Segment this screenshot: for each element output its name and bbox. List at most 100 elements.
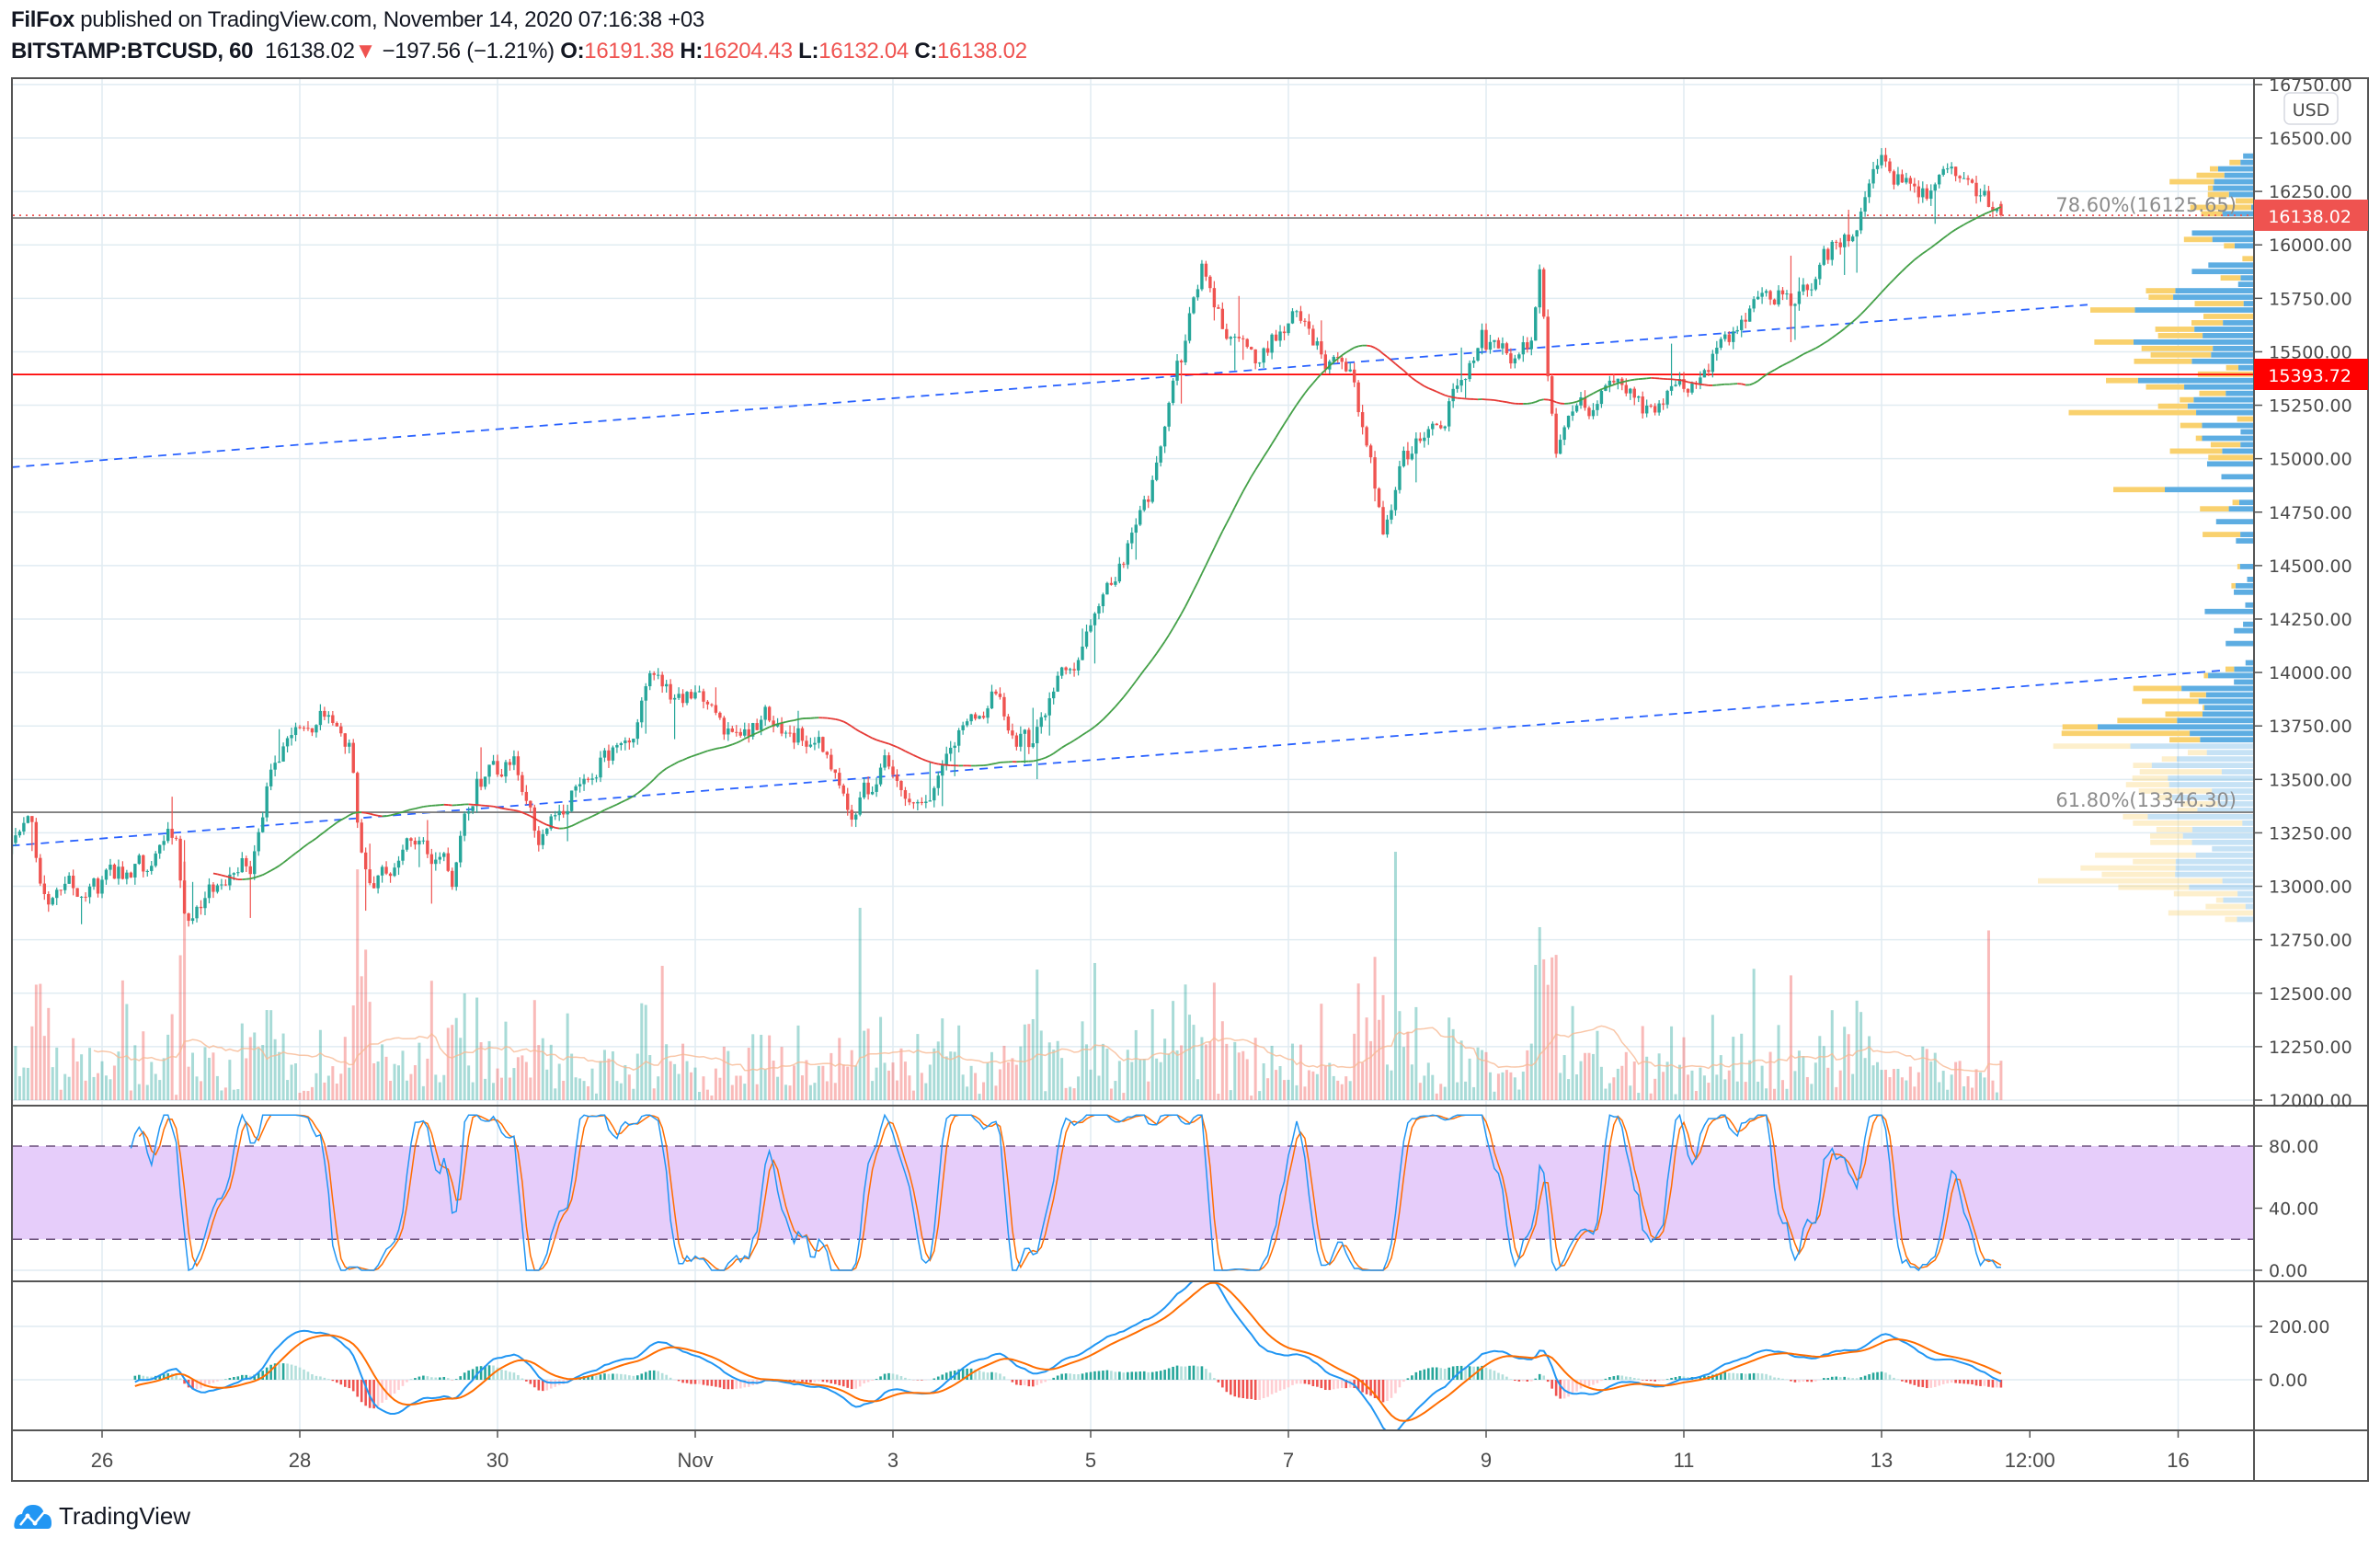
time-tick-label: 13 [1871,1449,1893,1472]
macd-histogram-bar [1554,1380,1558,1396]
macd-histogram-bar [1760,1373,1764,1380]
fib-786-label: 78.60%(16125.65) [2055,194,2237,216]
drawn-levels[interactable] [11,214,2254,847]
ma-segment [1448,396,1454,398]
volume-bar [142,1031,145,1100]
author-name[interactable]: FilFox [11,7,74,32]
axes[interactable]: 16750.0016500.0016250.0016000.0015750.00… [91,75,2352,1472]
candle-body [190,918,195,922]
candle-body [13,843,14,855]
profile-up-bar [2191,358,2254,364]
volume-bar [1163,1038,1167,1100]
ma-segment [748,733,754,738]
ma-segment [1424,385,1429,389]
time-tick-label: 16 [2167,1449,2189,1472]
macd-histogram-bar [1369,1380,1372,1396]
macd-histogram-bar [1002,1376,1006,1380]
ma-segment [1168,627,1174,636]
profile-up-bar [2137,377,2254,384]
macd-histogram-bar [590,1375,594,1380]
candle-body [990,691,994,709]
macd-histogram-bar [1954,1380,1957,1383]
volume-bar [397,1065,400,1100]
candle-body [1566,415,1571,428]
candle-body [1184,340,1187,362]
volume-bar [1521,1072,1525,1100]
candle-body [405,838,409,850]
candle-body [911,802,916,804]
ma-segment [1859,309,1866,316]
macd-histogram-bar [1632,1378,1636,1380]
macd-histogram-bar [1093,1371,1096,1380]
profile-up-bar [2204,608,2254,614]
tradingview-logo[interactable]: TradingView [13,1501,190,1531]
profile-up-bar [2234,589,2254,595]
macd-histogram-bar [1056,1375,1059,1380]
candle-body [409,838,413,842]
macd-histogram-bar [1933,1380,1937,1387]
volume-bar [1863,1058,1867,1100]
candle-body [1036,727,1039,744]
candle-body [936,775,940,788]
macd-histogram-bar [1645,1380,1648,1382]
candle-body [1752,299,1756,309]
macd-histogram-bar [871,1380,874,1381]
ma-segment [921,758,927,762]
volume-bar [187,1066,190,1100]
candle-body [1439,425,1443,429]
close-label: C: [914,39,938,63]
candle-body [607,750,611,761]
ma-segment [913,754,919,758]
ma-segment [1321,369,1326,374]
volume-bar [1567,1079,1571,1100]
ma-segment [789,719,795,722]
ma-segment [724,744,729,749]
candle-body [39,857,42,884]
ma-segment [1939,237,1944,243]
volume-bar [240,1023,244,1100]
macd-histogram-bar [1044,1380,1047,1383]
volume-bar [1888,1077,1892,1100]
candle-body [1139,510,1142,525]
candle-body [772,720,775,727]
volume-bar [487,1040,491,1100]
ma-segment [900,748,906,752]
candle-body [1526,342,1529,350]
macd-histogram-bar [1974,1380,1978,1386]
macd-histogram-bar [1526,1380,1529,1382]
macd-histogram-bar [738,1380,742,1389]
candle-body [1097,606,1101,614]
candle-body [1463,379,1468,381]
ma-segment [1345,349,1351,354]
usd-button[interactable]: USD [2283,92,2339,125]
volume-bar [821,1065,825,1100]
volume-bar [1599,1066,1603,1100]
macd-histogram-bar [1039,1380,1043,1383]
ma-segment [225,875,231,878]
volume-bar [1554,955,1558,1100]
volume-bar [92,1076,96,1100]
macd-histogram-bar [858,1380,862,1387]
volume-bar [1378,1019,1381,1100]
candle-body [908,798,911,803]
candle-body [998,694,1002,697]
macd-histogram-bar [693,1380,697,1384]
volume-bar [104,1075,108,1100]
ma-segment [830,717,836,720]
macd-histogram-bar [406,1380,408,1383]
volume-bar [632,1088,635,1100]
volume-bar [986,1062,990,1100]
macd-histogram-bar [401,1380,405,1386]
candle-body [1101,594,1105,607]
volume-bar [223,1087,227,1100]
candle-body [293,727,298,736]
candle-body [1517,354,1521,359]
ma-segment [390,813,395,817]
candle-body [71,875,75,889]
volume-bar [619,1083,623,1100]
volume-bar [1496,1073,1500,1100]
macd-histogram-bar [533,1380,536,1388]
candle-body [899,780,903,791]
macd-histogram-bar [1464,1366,1467,1380]
